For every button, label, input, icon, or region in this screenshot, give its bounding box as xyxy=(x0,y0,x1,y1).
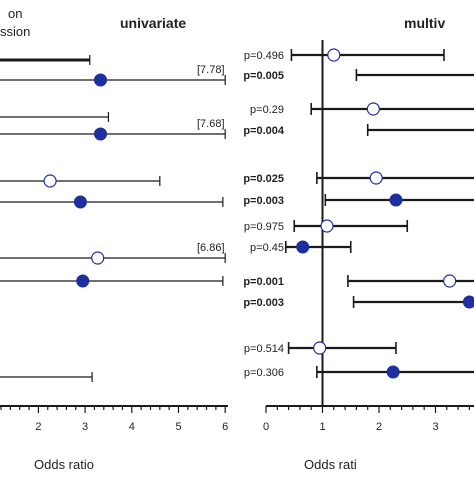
legend-fragment-2: ssion xyxy=(0,24,30,39)
multivariate-or-point-10 xyxy=(462,295,474,309)
univariate-x-tick-label: 2 xyxy=(35,421,41,433)
multivariate-or-point-9 xyxy=(443,274,457,288)
univariate-x-axis-label: Odds ratio xyxy=(34,457,94,472)
multivariate-or-point-12 xyxy=(386,365,400,379)
multivariate-p-value-7: p=0.975 xyxy=(244,221,284,233)
multivariate-or-point-1 xyxy=(327,48,341,62)
multivariate-panel-title: multiv xyxy=(404,15,445,31)
univariate-or-point-5 xyxy=(43,174,57,188)
univariate-x-tick-label: 4 xyxy=(129,421,135,433)
multivariate-p-value-5: p=0.025 xyxy=(243,173,284,185)
multivariate-p-value-12: p=0.306 xyxy=(244,367,284,379)
multivariate-p-value-3: p=0.29 xyxy=(250,104,284,116)
univariate-panel-title: univariate xyxy=(120,15,186,31)
multivariate-or-point-6 xyxy=(389,193,403,207)
multivariate-or-point-5 xyxy=(369,171,383,185)
multivariate-p-value-4: p=0.004 xyxy=(243,125,285,137)
univariate-ci-label-8: [6.86] xyxy=(197,242,225,254)
univariate-panel: [7.78] [7.68] [6.86] 2 3 4 5 6 xyxy=(0,55,228,433)
multivariate-x-tick-label: 0 xyxy=(263,421,269,433)
multivariate-or-point-3 xyxy=(366,102,380,116)
univariate-or-point-8 xyxy=(91,251,105,265)
univariate-or-point-6 xyxy=(73,195,87,209)
multivariate-p-value-8: p=0.45 xyxy=(250,242,284,254)
univariate-or-point-4 xyxy=(94,127,108,141)
multivariate-or-point-7 xyxy=(320,219,334,233)
univariate-x-tick-label: 5 xyxy=(175,421,181,433)
multivariate-p-value-10: p=0.003 xyxy=(243,297,284,309)
multivariate-panel: p=0.496 p=0.005 p=0.29 p=0.004 p=0.025 p=0.00… xyxy=(243,40,474,433)
multivariate-p-value-9: p=0.001 xyxy=(243,276,284,288)
multivariate-x-tick-label: 1 xyxy=(319,421,325,433)
multivariate-p-value-2: p=0.005 xyxy=(243,70,284,82)
multivariate-p-value-1: p=0.496 xyxy=(244,50,284,62)
univariate-or-point-9 xyxy=(76,274,90,288)
multivariate-p-value-6: p=0.003 xyxy=(243,195,284,207)
multivariate-x-axis-label: Odds rati xyxy=(304,457,357,472)
univariate-ci-label-4: [7.68] xyxy=(197,118,225,130)
multivariate-or-point-8 xyxy=(296,240,310,254)
univariate-x-tick-label: 6 xyxy=(222,421,228,433)
univariate-ci-label-2: [7.78] xyxy=(197,64,225,76)
univariate-or-point-2 xyxy=(94,73,108,87)
legend: on ssion xyxy=(0,6,30,39)
multivariate-p-value-11: p=0.514 xyxy=(244,343,284,355)
multivariate-x-tick-label: 2 xyxy=(376,421,382,433)
multivariate-or-point-11 xyxy=(313,341,327,355)
univariate-x-tick-label: 3 xyxy=(82,421,88,433)
multivariate-x-tick-label: 3 xyxy=(432,421,438,433)
legend-fragment-1: on xyxy=(8,6,22,21)
